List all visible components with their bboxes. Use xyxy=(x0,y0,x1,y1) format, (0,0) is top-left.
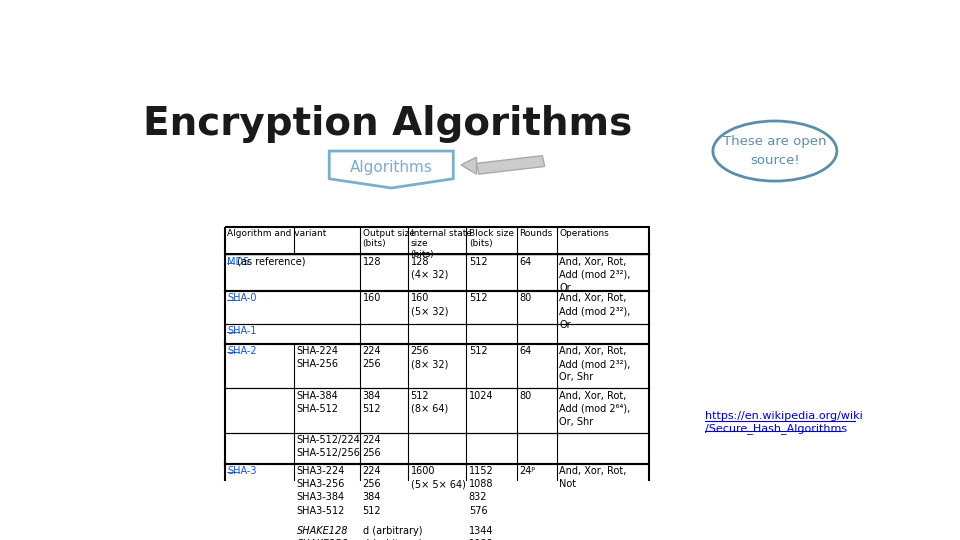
Text: 1344
1088: 1344 1088 xyxy=(468,526,493,540)
Text: Operations: Operations xyxy=(560,229,610,238)
Text: And, Xor, Rot,
Not: And, Xor, Rot, Not xyxy=(560,466,627,489)
Text: SHA-512/224
SHA-512/256: SHA-512/224 SHA-512/256 xyxy=(297,435,361,458)
Text: SHA-1: SHA-1 xyxy=(227,326,256,336)
Text: Output size
(bits): Output size (bits) xyxy=(363,229,415,248)
Text: And, Xor, Rot,
Add (mod 2³²),
Or: And, Xor, Rot, Add (mod 2³²), Or xyxy=(560,256,631,293)
Text: 224
256
384
512: 224 256 384 512 xyxy=(363,466,381,516)
Text: 64: 64 xyxy=(519,346,532,356)
Text: 160
(5× 32): 160 (5× 32) xyxy=(411,294,448,316)
Text: (as reference): (as reference) xyxy=(234,256,306,267)
Text: 512: 512 xyxy=(468,346,488,356)
Text: 256
(8× 32): 256 (8× 32) xyxy=(411,346,448,369)
Polygon shape xyxy=(461,157,476,174)
Text: 512: 512 xyxy=(468,294,488,303)
Text: Block size
(bits): Block size (bits) xyxy=(468,229,514,248)
Text: 80: 80 xyxy=(519,294,532,303)
Text: 512
(8× 64): 512 (8× 64) xyxy=(411,390,448,414)
Text: SHA-2: SHA-2 xyxy=(227,346,256,356)
Text: Encryption Algorithms: Encryption Algorithms xyxy=(143,105,633,143)
Text: And, Xor, Rot,
Add (mod 2³²),
Or: And, Xor, Rot, Add (mod 2³²), Or xyxy=(560,294,631,330)
Text: SHA3-224
SHA3-256
SHA3-384
SHA3-512: SHA3-224 SHA3-256 SHA3-384 SHA3-512 xyxy=(297,466,345,516)
Text: These are open
source!: These are open source! xyxy=(723,135,827,167)
Text: 128: 128 xyxy=(363,256,381,267)
Bar xyxy=(225,226,649,540)
Text: Internal state
size
(bits): Internal state size (bits) xyxy=(411,229,471,259)
Text: And, Xor, Rot,
Add (mod 2³²),
Or, Shr: And, Xor, Rot, Add (mod 2³²), Or, Shr xyxy=(560,346,631,382)
Text: And, Xor, Rot,
Add (mod 2⁶⁴),
Or, Shr: And, Xor, Rot, Add (mod 2⁶⁴), Or, Shr xyxy=(560,390,631,427)
Text: Rounds: Rounds xyxy=(519,229,552,238)
Text: 224
256: 224 256 xyxy=(363,435,381,458)
Text: 1600
(5× 5× 64): 1600 (5× 5× 64) xyxy=(411,466,466,489)
Text: SHA-224
SHA-256: SHA-224 SHA-256 xyxy=(297,346,339,369)
Text: 512: 512 xyxy=(468,256,488,267)
Text: 24ᵖ: 24ᵖ xyxy=(519,466,536,476)
Text: 1024: 1024 xyxy=(468,390,493,401)
Text: SHA-3: SHA-3 xyxy=(227,466,256,476)
Text: SHA-0: SHA-0 xyxy=(227,294,256,303)
Text: SHA-384
SHA-512: SHA-384 SHA-512 xyxy=(297,390,339,414)
Text: 224
256: 224 256 xyxy=(363,346,381,369)
Text: 128
(4× 32): 128 (4× 32) xyxy=(411,256,448,280)
Text: Algorithms: Algorithms xyxy=(349,160,433,176)
Text: https://en.wikipedia.org/wiki
/Secure_Hash_Algorithms: https://en.wikipedia.org/wiki /Secure_Ha… xyxy=(706,411,863,434)
Text: 384
512: 384 512 xyxy=(363,390,381,414)
Text: SHAKE128
SHAKE256: SHAKE128 SHAKE256 xyxy=(297,526,348,540)
Text: MD5: MD5 xyxy=(227,256,250,267)
Text: 160: 160 xyxy=(363,294,381,303)
Text: 80: 80 xyxy=(519,390,532,401)
Text: d (arbitrary)
d (arbitrary): d (arbitrary) d (arbitrary) xyxy=(363,526,422,540)
Polygon shape xyxy=(476,156,544,174)
Text: Algorithm and variant: Algorithm and variant xyxy=(227,229,326,238)
Text: 1152
1088
832
576: 1152 1088 832 576 xyxy=(468,466,493,516)
Text: 64: 64 xyxy=(519,256,532,267)
